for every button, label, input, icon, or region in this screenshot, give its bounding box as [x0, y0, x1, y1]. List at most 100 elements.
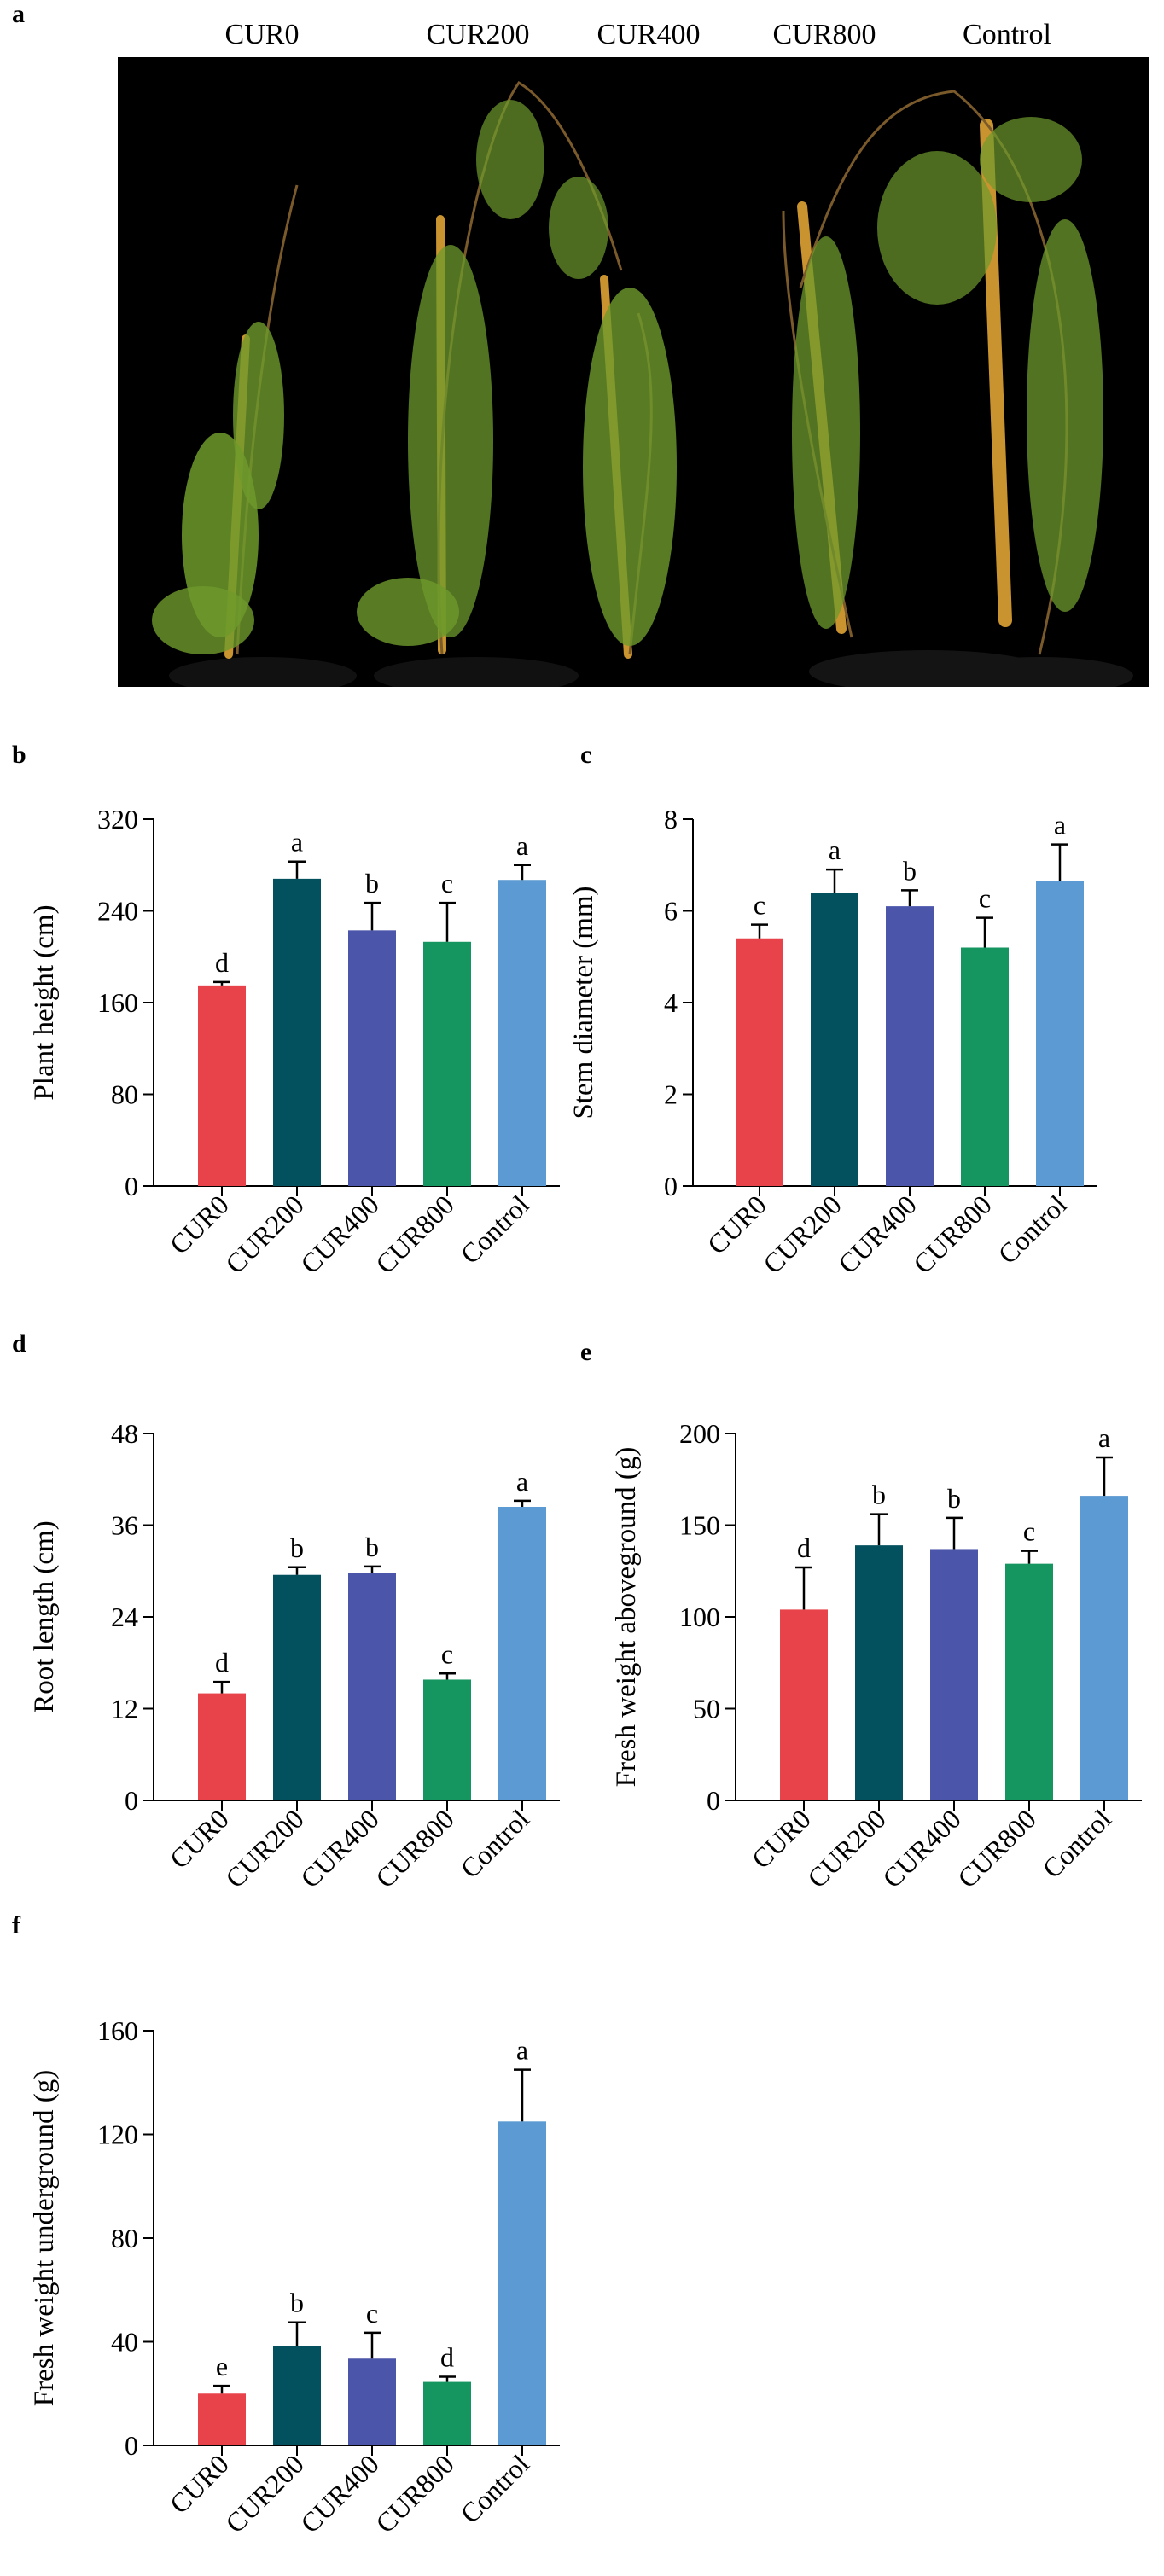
x-tick-label: CUR0	[164, 1189, 235, 1259]
bar-cur0	[198, 1693, 246, 1800]
x-tick-label: CUR0	[701, 1189, 772, 1259]
x-tick-label: Control	[454, 1803, 535, 1884]
y-axis-label: Fresh weight aboveground (g)	[611, 1447, 642, 1788]
bar-cur400	[348, 1573, 396, 1800]
photo-label-cur200: CUR200	[426, 19, 530, 50]
x-tick-label: CUR800	[370, 2448, 460, 2538]
x-tick-label: CUR200	[219, 2448, 310, 2538]
plant-photo	[118, 57, 1149, 695]
bar-cur800	[423, 1679, 471, 1800]
y-axis-label: Fresh weight underground (g)	[29, 2070, 60, 2406]
chart-plant-height: 0 80 160 240 320 Plant height (cm) d CUR0 a CUR20…	[29, 804, 560, 1279]
leaf-cluster	[792, 236, 860, 629]
photo-label-cur800: CUR800	[772, 19, 876, 50]
significance-letter: a	[516, 830, 528, 861]
leaf-cluster	[980, 117, 1082, 202]
leaf-cluster	[408, 245, 493, 637]
bar-cur0	[780, 1609, 828, 1800]
bar-cur0	[198, 985, 246, 1186]
x-tick-label: CUR200	[219, 1803, 310, 1893]
bar-control	[1036, 881, 1084, 1186]
y-tick-label: 0	[707, 1785, 720, 1816]
bar-control	[1080, 1496, 1128, 1800]
bar-cur400	[930, 1549, 978, 1800]
y-tick-label: 50	[693, 1694, 720, 1724]
y-tick-label: 4	[664, 987, 678, 1018]
significance-letter: c	[979, 883, 991, 914]
significance-letter: c	[754, 890, 765, 921]
x-tick-label: CUR400	[832, 1189, 922, 1279]
x-tick-label: CUR400	[294, 1189, 385, 1279]
significance-letter: d	[440, 2342, 454, 2373]
x-tick-label: CUR0	[164, 2448, 235, 2519]
significance-letter: b	[872, 1480, 886, 1510]
pot-shadow	[374, 657, 579, 695]
chart-fresh-weight-underground: 0 40 80 120 160 Fresh weight underground (g) e…	[29, 2015, 560, 2538]
y-tick-label: 240	[97, 896, 138, 927]
y-tick-label: 0	[125, 1171, 138, 1201]
significance-letter: b	[290, 1532, 304, 1563]
panel-b-letter: b	[12, 741, 26, 769]
chart-stem-diameter: 0 2 4 6 8 Stem diameter (mm) c CUR0 a CUR200 b CUR4…	[568, 804, 1097, 1279]
x-tick-label: CUR400	[294, 1803, 385, 1893]
y-tick-label: 80	[111, 2223, 138, 2253]
leaf-cluster	[877, 151, 997, 305]
significance-letter: e	[216, 2351, 228, 2381]
photo-label-cur400: CUR400	[597, 19, 701, 50]
x-tick-label: CUR400	[294, 2448, 385, 2538]
x-tick-label: Control	[1036, 1803, 1117, 1884]
panel-d-letter: d	[12, 1329, 26, 1358]
y-tick-label: 160	[97, 987, 138, 1018]
bar-cur400	[886, 906, 934, 1186]
x-tick-label: CUR0	[746, 1803, 817, 1874]
bar-cur800	[1005, 1563, 1053, 1800]
significance-letter: a	[516, 1466, 528, 1497]
leaf-cluster	[182, 433, 259, 637]
significance-letter: a	[829, 834, 841, 865]
y-axis-label: Stem diameter (mm)	[568, 886, 599, 1119]
bar-control	[498, 1507, 546, 1800]
significance-letter: b	[947, 1483, 961, 1514]
y-axis-label: Root length (cm)	[29, 1521, 60, 1712]
significance-letter: a	[291, 827, 303, 858]
x-tick-label: CUR800	[370, 1189, 460, 1279]
x-tick-label: CUR200	[219, 1189, 310, 1279]
plant-photo-illustration	[118, 57, 1149, 695]
bar-cur800	[423, 2381, 471, 2445]
x-tick-label: Control	[454, 2448, 535, 2529]
significance-letter: b	[903, 855, 917, 886]
significance-letter: c	[441, 1638, 453, 1669]
y-tick-label: 80	[111, 1079, 138, 1110]
x-tick-label: CUR200	[757, 1189, 847, 1279]
y-tick-label: 100	[679, 1602, 720, 1632]
bar-cur200	[811, 893, 858, 1186]
y-tick-label: 48	[111, 1418, 138, 1449]
leaf-cluster	[549, 177, 608, 279]
y-tick-label: 150	[679, 1510, 720, 1541]
bar-cur800	[423, 941, 471, 1186]
y-tick-label: 0	[125, 2430, 138, 2461]
leaf-cluster	[583, 288, 677, 646]
x-tick-label: Control	[454, 1189, 535, 1270]
bar-cur400	[348, 2358, 396, 2445]
significance-letter: b	[365, 1532, 379, 1562]
leaf-cluster	[233, 322, 284, 509]
y-tick-label: 0	[125, 1785, 138, 1816]
panel-c-letter: c	[580, 741, 592, 769]
y-tick-label: 40	[111, 2327, 138, 2358]
x-tick-label: CUR800	[907, 1189, 998, 1279]
leaf-cluster	[1027, 219, 1103, 612]
foliage	[152, 100, 1103, 654]
significance-letter: a	[1054, 810, 1066, 840]
bar-cur400	[348, 930, 396, 1186]
significance-letter: c	[366, 2298, 378, 2329]
bar-control	[498, 880, 546, 1186]
significance-letter: b	[365, 868, 379, 898]
significance-letter: c	[1023, 1516, 1035, 1547]
bar-cur200	[273, 1574, 321, 1800]
y-tick-label: 200	[679, 1418, 720, 1449]
significance-letter: c	[441, 868, 453, 898]
significance-letter: a	[516, 2035, 528, 2066]
bar-control	[498, 2121, 546, 2445]
pot-shadow	[169, 657, 357, 695]
